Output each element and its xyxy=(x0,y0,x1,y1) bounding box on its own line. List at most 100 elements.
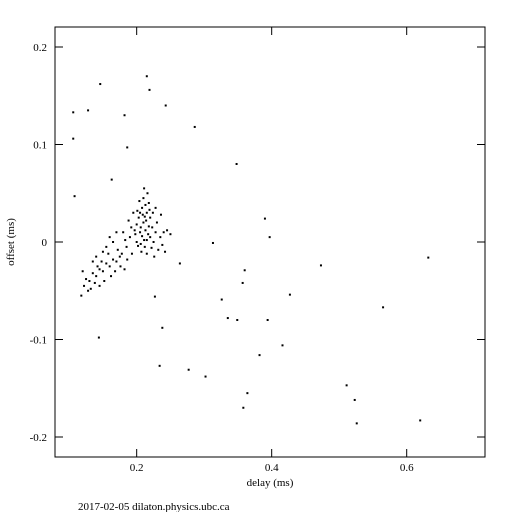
point xyxy=(147,201,150,204)
point xyxy=(319,264,322,267)
y-tick-label: -0.1 xyxy=(30,335,47,347)
point xyxy=(126,146,129,149)
point xyxy=(118,255,121,258)
point xyxy=(130,252,133,255)
point xyxy=(83,284,86,287)
point xyxy=(145,219,148,222)
point xyxy=(97,336,100,339)
point xyxy=(81,270,84,273)
point xyxy=(73,195,76,198)
point xyxy=(152,241,155,243)
point xyxy=(93,281,96,284)
point xyxy=(281,344,284,347)
point xyxy=(120,252,123,255)
point xyxy=(91,260,94,263)
point xyxy=(147,233,150,236)
point xyxy=(115,260,118,263)
point xyxy=(154,206,157,209)
x-tick-label: 0.4 xyxy=(265,462,279,474)
point xyxy=(246,392,249,395)
point xyxy=(80,294,83,297)
point xyxy=(187,368,190,371)
point xyxy=(112,258,115,261)
point xyxy=(159,213,162,216)
point xyxy=(263,217,266,220)
point xyxy=(164,250,167,253)
point xyxy=(108,265,111,268)
point xyxy=(288,293,291,296)
y-tick-label: 0.1 xyxy=(33,139,47,151)
point xyxy=(147,225,150,228)
point xyxy=(158,364,161,367)
point xyxy=(146,192,149,195)
point xyxy=(128,236,131,239)
point xyxy=(142,221,145,224)
point xyxy=(143,239,146,242)
point xyxy=(211,241,214,244)
point xyxy=(139,231,142,234)
point xyxy=(382,306,385,309)
point xyxy=(241,281,244,284)
point xyxy=(419,419,422,422)
point xyxy=(144,229,147,232)
y-tick-label: -0.2 xyxy=(30,432,47,444)
point xyxy=(96,265,99,268)
point xyxy=(161,243,164,246)
point xyxy=(95,255,98,258)
point xyxy=(157,248,160,251)
point xyxy=(169,233,172,236)
point xyxy=(143,215,146,218)
point xyxy=(127,219,130,222)
point xyxy=(353,398,356,401)
point xyxy=(138,200,141,203)
point xyxy=(153,295,156,298)
point xyxy=(125,245,128,248)
point xyxy=(148,208,151,211)
point xyxy=(98,268,101,271)
plot-frame xyxy=(54,26,486,458)
point xyxy=(153,255,156,258)
point xyxy=(85,278,88,281)
point xyxy=(105,262,108,265)
point xyxy=(133,229,136,232)
point xyxy=(145,239,148,242)
point xyxy=(137,244,140,247)
point xyxy=(98,284,101,287)
point xyxy=(266,319,269,322)
point xyxy=(89,287,92,290)
point xyxy=(141,235,144,238)
point xyxy=(87,289,90,292)
point xyxy=(144,203,147,206)
point xyxy=(161,326,164,329)
x-tick-label: 0.6 xyxy=(400,462,414,474)
point xyxy=(91,272,94,275)
point xyxy=(119,265,122,268)
x-tick-label: 0.2 xyxy=(130,462,144,474)
point xyxy=(132,211,135,214)
point xyxy=(204,375,207,378)
point xyxy=(220,298,223,301)
point xyxy=(112,241,115,243)
point xyxy=(136,209,139,212)
point xyxy=(141,213,144,216)
point xyxy=(139,226,142,229)
point xyxy=(345,384,348,387)
point xyxy=(130,226,133,229)
point xyxy=(122,231,125,234)
point xyxy=(103,280,106,283)
point xyxy=(355,422,358,425)
point xyxy=(166,229,169,232)
point xyxy=(87,109,90,112)
point xyxy=(135,223,138,226)
point xyxy=(150,246,153,249)
point xyxy=(149,236,152,239)
point xyxy=(164,104,167,107)
point xyxy=(110,178,113,181)
point xyxy=(159,236,162,239)
point xyxy=(141,206,144,209)
point xyxy=(149,216,152,219)
point xyxy=(72,111,75,114)
footer: 2017-02-05 dilaton.physics.ubc.ca xyxy=(78,501,230,512)
point xyxy=(193,125,196,128)
